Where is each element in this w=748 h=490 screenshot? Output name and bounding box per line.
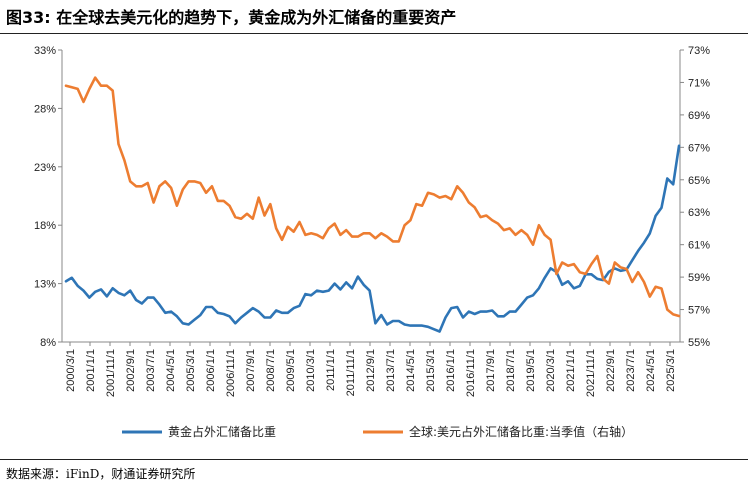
right-tick-label: 65% <box>688 175 710 187</box>
x-tick-label: 2000/3/1 <box>65 349 77 392</box>
right-tick-label: 55% <box>688 337 710 349</box>
x-tick-label: 2003/7/1 <box>145 349 157 392</box>
x-tick-label: 2012/9/1 <box>365 349 377 392</box>
x-tick-label: 2015/3/1 <box>425 349 437 392</box>
x-tick-label: 2020/3/1 <box>545 349 557 392</box>
x-tick-label: 2017/9/1 <box>485 349 497 392</box>
right-tick-label: 73% <box>688 45 710 57</box>
x-tick-label: 2024/5/1 <box>645 349 657 392</box>
x-tick-label: 2011/1/1 <box>325 349 337 391</box>
chart-legend: 黄金占外汇储备比重 全球:美元占外汇储备比重:当季值（右轴） <box>122 424 633 439</box>
x-tick-label: 2011/11/1 <box>345 349 357 396</box>
left-tick-label: 28% <box>34 103 56 115</box>
left-tick-label: 18% <box>34 220 56 232</box>
x-tick-label: 2023/7/1 <box>625 349 637 392</box>
x-tick-label: 2010/3/1 <box>305 349 317 392</box>
left-tick-label: 8% <box>40 337 56 349</box>
x-tick-label: 2005/3/1 <box>185 349 197 392</box>
x-tick-label: 2021/1/1 <box>565 349 577 392</box>
right-tick-label: 59% <box>688 272 710 284</box>
figure-title: 图33: 在全球去美元化的趋势下，黄金成为外汇储备的重要资产 <box>6 8 457 27</box>
x-tick-label: 2006/1/1 <box>205 349 217 392</box>
x-axis-ticks: 2000/3/1 2001/1/1 2001/11/1 2002/9/1 2003/7/… <box>65 342 677 397</box>
x-tick-label: 2016/11/1 <box>465 349 477 397</box>
series-lines <box>64 76 681 333</box>
x-tick-label: 2007/9/1 <box>245 349 257 392</box>
right-tick-label: 57% <box>688 305 710 317</box>
x-tick-label: 2021/11/1 <box>585 349 597 397</box>
bottom-rule <box>0 459 748 460</box>
left-tick-label: 23% <box>34 162 56 174</box>
x-tick-label: 2006/11/1 <box>225 349 237 397</box>
x-tick-label: 2019/5/1 <box>525 349 537 392</box>
x-tick-label: 2001/1/1 <box>85 349 97 392</box>
right-tick-label: 67% <box>688 142 710 154</box>
line-chart: 8% 13% 18% 23% 28% 33% 55% 57% 59% 61% 63% 65% 67% 6… <box>34 45 710 439</box>
axes <box>61 50 681 343</box>
x-tick-label: 2025/3/1 <box>665 349 677 392</box>
x-tick-label: 2014/5/1 <box>405 349 417 392</box>
gold-share-line <box>64 144 681 333</box>
top-rule <box>0 33 748 34</box>
legend-label: 黄金占外汇储备比重 <box>168 424 276 439</box>
x-tick-label: 2001/11/1 <box>105 349 117 397</box>
x-tick-label: 2002/9/1 <box>125 349 137 392</box>
legend-label: 全球:美元占外汇储备比重:当季值（右轴） <box>409 424 633 439</box>
x-tick-label: 2008/7/1 <box>265 349 277 392</box>
x-tick-label: 2013/7/1 <box>385 349 397 392</box>
right-tick-label: 63% <box>688 207 710 219</box>
data-source: 数据来源：iFinD，财通证券研究所 <box>6 467 196 481</box>
x-tick-label: 2018/7/1 <box>505 349 517 392</box>
left-tick-label: 13% <box>34 279 56 291</box>
right-tick-label: 71% <box>688 77 710 89</box>
right-tick-label: 69% <box>688 110 710 122</box>
left-tick-label: 33% <box>34 45 56 57</box>
x-tick-label: 2016/1/1 <box>445 349 457 392</box>
right-tick-label: 61% <box>688 240 710 252</box>
right-axis-ticks: 55% 57% 59% 61% 63% 65% 67% 69% 71% 73% <box>680 45 710 349</box>
x-tick-label: 2009/5/1 <box>285 349 297 392</box>
x-tick-label: 2022/9/1 <box>605 349 617 392</box>
x-tick-label: 2004/5/1 <box>165 349 177 392</box>
usd-share-line <box>64 76 681 318</box>
left-axis-ticks: 8% 13% 18% 23% 28% 33% <box>34 45 62 349</box>
